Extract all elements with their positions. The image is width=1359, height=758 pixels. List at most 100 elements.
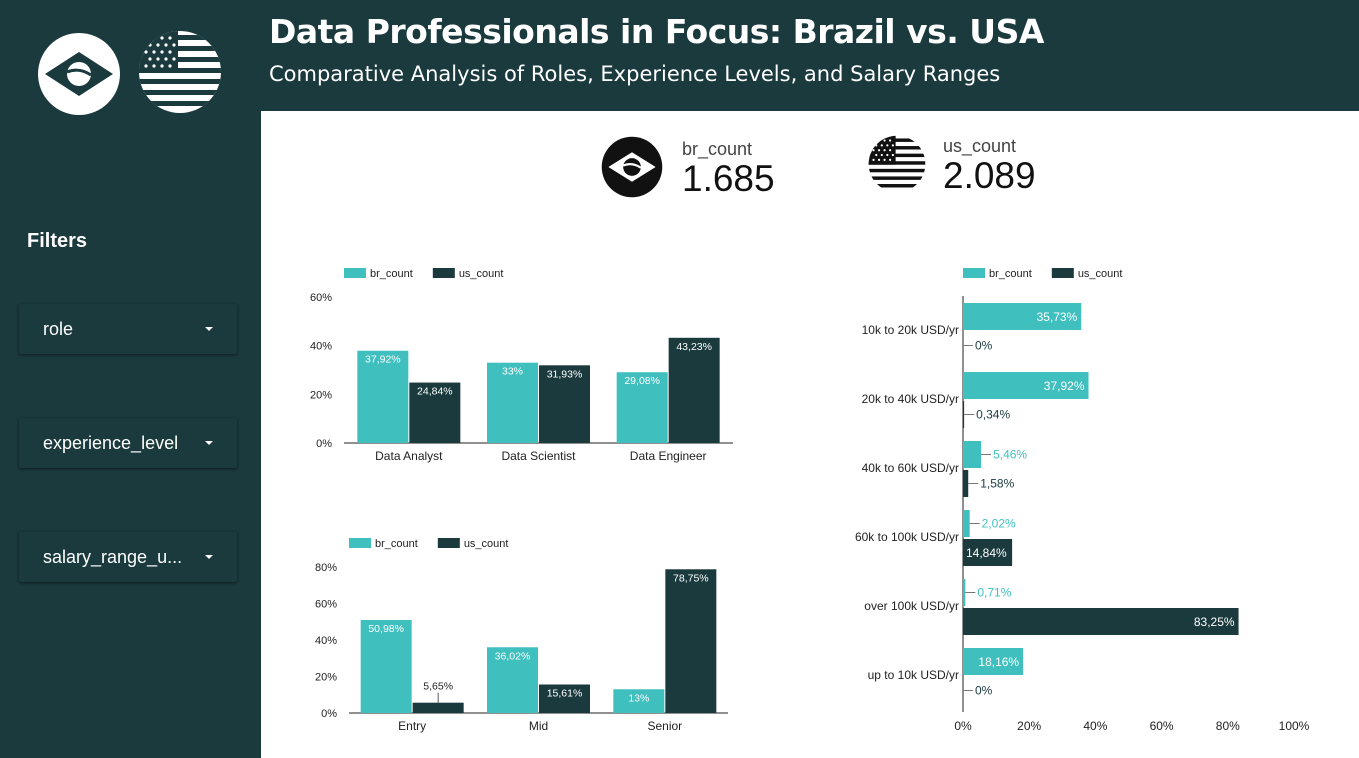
legend-label-us_count: us_count xyxy=(464,538,509,550)
y-tick-label: 40% xyxy=(315,635,337,647)
bar-us_count xyxy=(963,539,1013,566)
legend-swatch-us_count xyxy=(432,268,455,278)
bar-us_count xyxy=(539,684,590,713)
role-bar-chart: br_count us_count 0% 20% 40% 60% 37,92% 24,84% D… xyxy=(310,268,733,463)
data-label: 43,23% xyxy=(676,341,712,353)
experience-level-filter-label: experience_level xyxy=(43,433,179,453)
data-label: 24,84% xyxy=(417,386,453,398)
x-tick-label: Entry xyxy=(398,719,426,733)
y-tick-label: up to 10k USD/yr xyxy=(868,668,959,682)
y-tick-label: 40k to 60k USD/yr xyxy=(862,461,959,475)
header: Data Professionals in Focus: Brazil vs. … xyxy=(261,0,1359,111)
experience-level-filter-dropdown[interactable]: experience_level xyxy=(19,418,237,468)
salary-range-filter-dropdown[interactable]: salary_range_u... xyxy=(19,532,237,582)
data-label: 1,58% xyxy=(980,477,1014,491)
data-label: 37,92% xyxy=(1044,379,1085,393)
chevron-down-icon xyxy=(205,327,213,331)
legend-swatch-us_count xyxy=(1051,268,1074,278)
x-tick-label: Mid xyxy=(529,719,548,733)
data-label: 33% xyxy=(502,366,523,378)
filters-title: Filters xyxy=(27,230,88,252)
bar-br_count xyxy=(357,350,409,443)
brazil-flag-icon xyxy=(601,136,663,198)
bar-us_count xyxy=(665,569,717,713)
x-tick-label: Data Analyst xyxy=(375,449,443,463)
bar-us_count xyxy=(409,382,461,443)
bar-br_count xyxy=(616,372,668,443)
salary-range-bar-chart: br_count us_count 0% 20% 40% 60% 80% 100% 10k to… xyxy=(855,268,1310,733)
bar-us_count xyxy=(539,365,590,443)
y-tick-label: 20k to 40k USD/yr xyxy=(862,392,959,406)
bar-br_count xyxy=(487,362,538,443)
bar-us_count xyxy=(963,608,1239,635)
data-label: 0,34% xyxy=(976,408,1010,422)
data-label: 5,46% xyxy=(993,448,1027,462)
bar-br_count xyxy=(963,372,1089,399)
role-filter-dropdown[interactable]: role xyxy=(19,304,237,354)
data-label: 5,65% xyxy=(423,681,453,693)
usa-flag-icon xyxy=(139,31,221,113)
bar-br_count xyxy=(963,510,970,537)
page-title: Data Professionals in Focus: Brazil vs. … xyxy=(269,12,1044,51)
salary-range-filter-label: salary_range_u... xyxy=(43,547,183,567)
kpi-us-label: us_count xyxy=(943,136,1017,156)
legend-swatch-us_count xyxy=(437,538,460,548)
data-label: 13% xyxy=(628,692,649,704)
legend-swatch-br_count xyxy=(349,538,371,548)
legend-label-us_count: us_count xyxy=(459,268,504,280)
legend-label-us_count: us_count xyxy=(1078,268,1123,280)
bar-br_count xyxy=(487,647,538,713)
data-label: 0% xyxy=(975,339,993,353)
bar-br_count xyxy=(963,441,982,468)
brazil-flag-icon xyxy=(38,33,120,115)
bar-br_count xyxy=(613,689,665,713)
usa-flag-icon xyxy=(868,135,926,193)
y-tick-label: over 100k USD/yr xyxy=(864,599,959,613)
bar-us_count xyxy=(963,470,969,497)
bar-br_count xyxy=(963,648,1024,675)
data-label: 0,71% xyxy=(977,586,1011,600)
data-label: 36,02% xyxy=(495,650,531,662)
x-tick-label: Senior xyxy=(647,719,682,733)
role-filter-label: role xyxy=(43,319,74,339)
data-label: 18,16% xyxy=(978,655,1019,669)
chevron-down-icon xyxy=(205,555,213,559)
bar-br_count xyxy=(963,303,1082,330)
data-label: 31,93% xyxy=(547,368,583,380)
data-label: 83,25% xyxy=(1194,615,1235,629)
bar-us_count xyxy=(668,337,720,443)
data-label: 37,92% xyxy=(365,354,401,366)
y-tick-label: 80% xyxy=(315,562,337,574)
bar-us_count xyxy=(963,401,965,428)
legend-label-br_count: br_count xyxy=(375,538,418,550)
y-tick-label: 20% xyxy=(310,389,332,401)
y-tick-label: 0% xyxy=(321,708,337,720)
page-subtitle: Comparative Analysis of Roles, Experienc… xyxy=(269,62,1001,86)
bar-br_count xyxy=(360,619,412,713)
chevron-down-icon xyxy=(205,441,213,445)
legend-label-br_count: br_count xyxy=(370,268,413,280)
data-label: 0% xyxy=(975,684,993,698)
bar-br_count xyxy=(963,579,966,606)
y-tick-label: 60k to 100k USD/yr xyxy=(855,530,959,544)
data-label: 15,61% xyxy=(547,688,583,700)
legend-swatch-br_count xyxy=(963,268,985,278)
bar-us_count xyxy=(412,702,464,713)
legend-swatch-br_count xyxy=(344,268,366,278)
x-tick-label: 40% xyxy=(1083,719,1107,733)
x-tick-label: Data Scientist xyxy=(501,449,576,463)
data-label: 29,08% xyxy=(624,375,660,387)
y-tick-label: 0% xyxy=(316,438,332,450)
y-tick-label: 60% xyxy=(310,292,332,304)
data-label: 2,02% xyxy=(982,517,1016,531)
legend-label-br_count: br_count xyxy=(989,268,1032,280)
y-tick-label: 60% xyxy=(315,599,337,611)
y-tick-label: 10k to 20k USD/yr xyxy=(862,323,959,337)
data-label: 14,84% xyxy=(966,546,1007,560)
kpi-br-value: 1.685 xyxy=(682,158,775,199)
kpi-us-value: 2.089 xyxy=(943,155,1036,196)
data-label: 78,75% xyxy=(673,572,709,584)
kpi-br-label: br_count xyxy=(682,139,753,159)
x-tick-label: 60% xyxy=(1150,719,1174,733)
data-label: 50,98% xyxy=(368,623,404,635)
